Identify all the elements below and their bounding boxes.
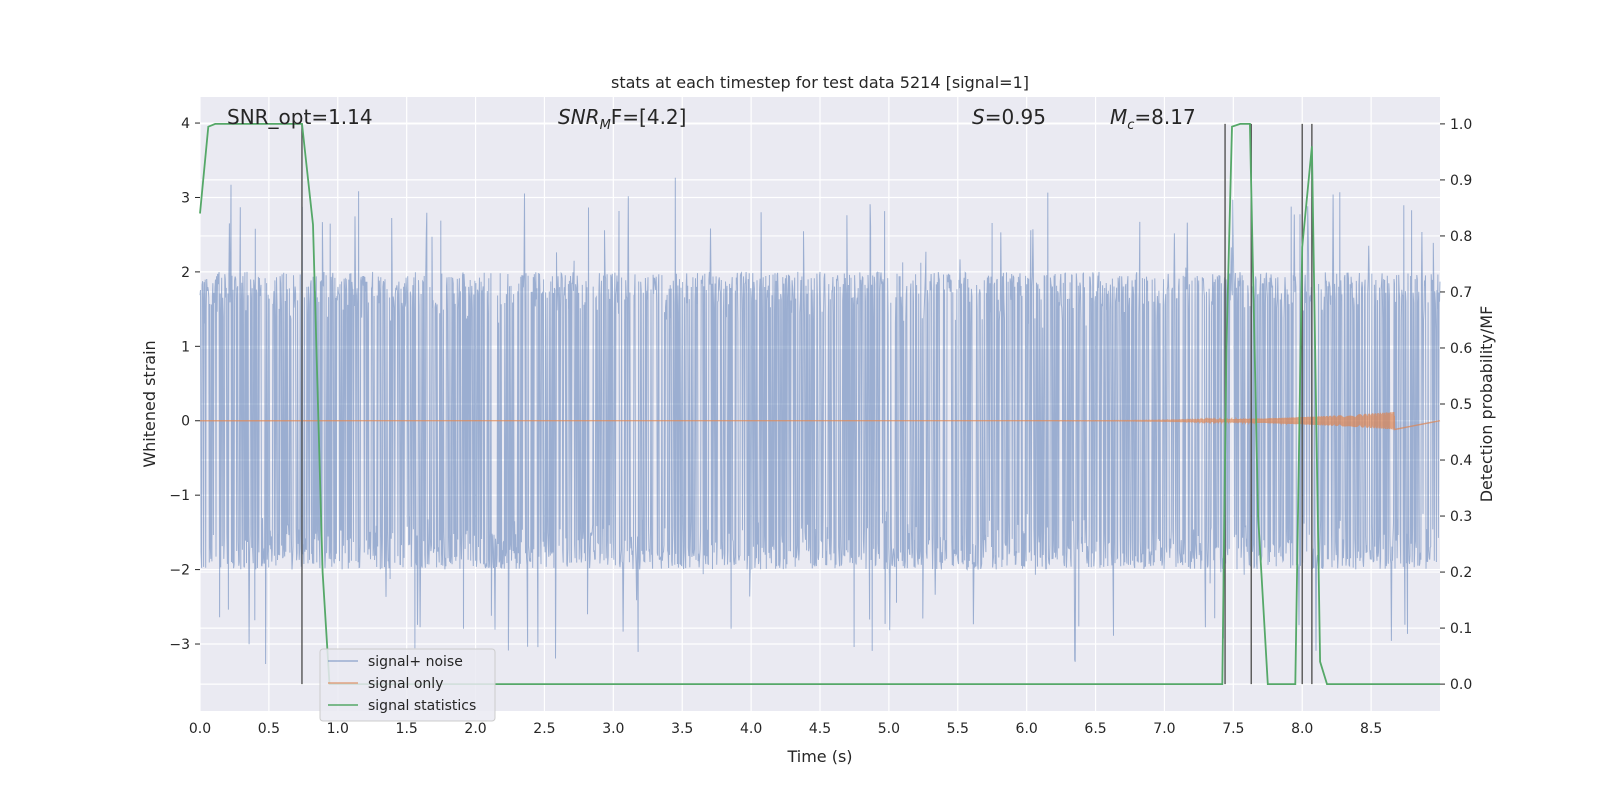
y2-tick-label: 0.7 (1450, 285, 1472, 301)
y-tick-label: −1 (169, 488, 190, 504)
y-tick-label: 0 (181, 414, 190, 430)
y-tick-label: 3 (181, 190, 190, 206)
statistics-trace (199, 123, 1440, 685)
legend-label-signal-only: signal only (368, 676, 443, 692)
annotation-snr-mf: SNRMF=[4.2] (558, 105, 686, 133)
y2-tick-label: 0.2 (1450, 565, 1472, 581)
y2-axis-ticks: 1.0 0.9 0.8 0.7 0.6 0.5 0.4 0.3 0.2 0.1 0.0 (1440, 117, 1472, 693)
x-tick-label: 0.5 (258, 721, 280, 737)
x-tick-label: 5.0 (878, 721, 900, 737)
y-tick-label: 4 (181, 116, 190, 132)
annotation-mc: Mc=8.17 (1110, 105, 1196, 133)
annotation-snr-mf-sub: M (600, 118, 611, 133)
legend-label-signal-statistics: signal statistics (368, 698, 476, 714)
x-tick-label: 1.5 (396, 721, 418, 737)
x-tick-label: 5.5 (947, 721, 969, 737)
legend-label-signal-noise: signal+ noise (368, 654, 463, 670)
legend-box (319, 648, 496, 722)
signal-noise-series (199, 177, 1441, 665)
annotation-snr-opt: SNR_opt=1.14 (227, 105, 373, 129)
x-axis-label: Time (s) (786, 747, 852, 766)
grid (199, 97, 1440, 711)
annotation-s: S=0.95 (972, 105, 1046, 129)
chirp-trace (199, 411, 1441, 431)
y2-tick-label: 0.1 (1450, 621, 1472, 637)
y2-tick-label: 0.3 (1450, 509, 1472, 525)
x-tick-label: 1.0 (327, 721, 349, 737)
x-tick-label: 6.0 (1016, 721, 1038, 737)
signal-only-series (199, 411, 1441, 431)
x-tick-label: 4.5 (809, 721, 831, 737)
vertical-markers (301, 123, 1313, 685)
x-tick-label: 0.0 (189, 721, 211, 737)
y2-tick-label: 0.0 (1450, 677, 1472, 693)
y-tick-label: 2 (181, 265, 190, 281)
x-tick-label: 8.0 (1291, 721, 1313, 737)
signal-statistics-series (199, 123, 1440, 685)
y2-tick-label: 0.8 (1450, 229, 1472, 245)
x-tick-label: 7.0 (1153, 721, 1175, 737)
chart-title: stats at each timestep for test data 521… (611, 73, 1029, 92)
x-tick-label: 2.0 (464, 721, 486, 737)
x-tick-label: 3.5 (671, 721, 693, 737)
annotation-s-rest: =0.95 (985, 105, 1046, 129)
annotation-mc-sub: c (1127, 118, 1134, 133)
x-tick-label: 7.5 (1222, 721, 1244, 737)
y-tick-label: −3 (169, 637, 190, 653)
y2-tick-label: 0.5 (1450, 397, 1472, 413)
y-axis-label: Whitened strain (140, 340, 159, 467)
annotation-s-main: S (972, 105, 985, 129)
y-axis-ticks: 4 3 2 1 0 −1 −2 −3 (169, 116, 200, 653)
y-tick-label: 1 (181, 339, 190, 355)
legend: signal+ noise signal only signal statist… (319, 648, 496, 722)
annotation-mc-main: M (1110, 105, 1127, 129)
x-tick-label: 2.5 (533, 721, 555, 737)
y-tick-label: −2 (169, 563, 190, 579)
noise-trace (199, 177, 1441, 665)
x-tick-label: 4.0 (740, 721, 762, 737)
annotation-snr-mf-main: SNR (558, 105, 600, 129)
y2-tick-label: 0.6 (1450, 341, 1472, 357)
y2-axis-label: Detection probability/MF (1477, 306, 1496, 503)
y2-tick-label: 1.0 (1450, 117, 1472, 133)
x-tick-label: 3.0 (602, 721, 624, 737)
x-tick-label: 6.5 (1084, 721, 1106, 737)
annotation-snr-mf-rest: F=[4.2] (611, 105, 687, 129)
y2-tick-label: 0.4 (1450, 453, 1472, 469)
y2-tick-label: 0.9 (1450, 173, 1472, 189)
x-axis-ticks: 0.0 0.5 1.0 1.5 2.0 2.5 3.0 3.5 4.0 4.5 5.0 5.5 6.0 6… (189, 721, 1382, 737)
annotation-mc-rest: =8.17 (1134, 105, 1195, 129)
x-tick-label: 8.5 (1360, 721, 1382, 737)
